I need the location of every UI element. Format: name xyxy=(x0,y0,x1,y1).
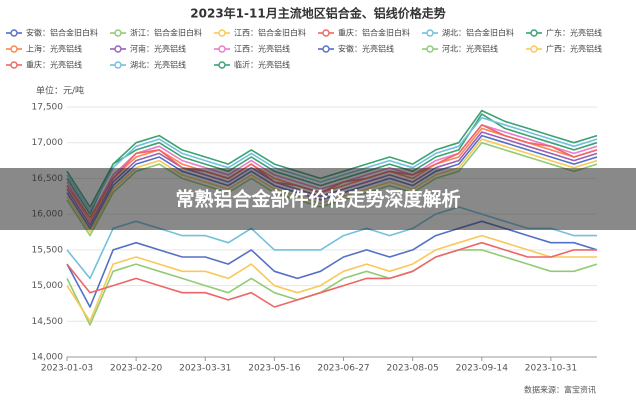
legend-marker xyxy=(10,61,18,69)
legend-marker xyxy=(530,45,538,53)
series-line xyxy=(66,249,598,326)
x-tick-label: 2023-10-31 xyxy=(525,364,577,374)
source: 数据来源：富宝资讯 xyxy=(524,385,596,395)
series-line xyxy=(66,241,597,308)
y-unit: 单位：元/吨 xyxy=(36,85,84,97)
y-tick-label: 17,500 xyxy=(32,103,64,113)
legend-marker xyxy=(426,29,434,37)
legend-marker xyxy=(218,29,226,37)
legend-label: 安徽：铝合金旧白料 xyxy=(26,28,98,38)
x-tick-label: 2023-02-20 xyxy=(110,364,163,374)
legend-marker xyxy=(10,45,18,53)
legend-label: 广东：光亮铝线 xyxy=(546,28,602,38)
banner-title: 常熟铝合金部件价格走势深度解析 xyxy=(175,188,460,211)
legend-marker xyxy=(218,61,226,69)
legend-label: 河北：光亮铝线 xyxy=(442,44,498,54)
x-tick-label: 2023-08-05 xyxy=(386,364,438,374)
x-tick-label: 2023-05-16 xyxy=(248,364,301,374)
legend-marker xyxy=(322,45,330,53)
legend-label: 湖北：光亮铝线 xyxy=(130,60,186,70)
legend-label: 重庆：光亮铝线 xyxy=(26,60,82,70)
legend-marker xyxy=(10,29,18,37)
chart-title: 2023年1-11月主流地区铝合金、铝线价格走势 xyxy=(190,6,445,21)
x-tick-label: 2023-01-03 xyxy=(41,364,93,374)
legend-label: 浙江：铝合金旧白料 xyxy=(130,28,202,38)
legend-label: 临沂：光亮铝线 xyxy=(234,60,290,70)
legend-marker xyxy=(530,29,538,37)
y-tick-label: 17,000 xyxy=(32,138,64,148)
y-tick-label: 15,500 xyxy=(32,245,64,255)
y-tick-label: 14,000 xyxy=(32,353,64,363)
legend-label: 上海：光亮铝线 xyxy=(26,44,82,54)
legend-label: 重庆：铝合金旧白料 xyxy=(338,28,410,38)
x-tick-label: 2023-09-14 xyxy=(456,364,509,374)
x-tick-label: 2023-06-27 xyxy=(317,364,369,374)
y-tick-label: 14,500 xyxy=(32,317,64,327)
legend-marker xyxy=(218,45,226,53)
legend-label: 安徽：光亮铝线 xyxy=(338,44,394,54)
legend-marker xyxy=(114,45,122,53)
legend-label: 江西：光亮铝线 xyxy=(234,44,290,54)
legend-label: 广西：光亮铝线 xyxy=(546,44,602,54)
legend-label: 江西：铝合金旧白料 xyxy=(234,28,306,38)
legend-marker xyxy=(114,29,122,37)
y-tick-label: 15,000 xyxy=(32,281,64,291)
series-line xyxy=(66,234,597,323)
legend-marker xyxy=(114,61,122,69)
legend-marker xyxy=(322,29,330,37)
legend-label: 湖北：铝合金旧白料 xyxy=(442,28,514,38)
x-tick-label: 2023-03-31 xyxy=(179,364,231,374)
legend-label: 河南：光亮铝线 xyxy=(130,44,186,54)
banner-band xyxy=(0,168,636,230)
legend-marker xyxy=(426,45,434,53)
